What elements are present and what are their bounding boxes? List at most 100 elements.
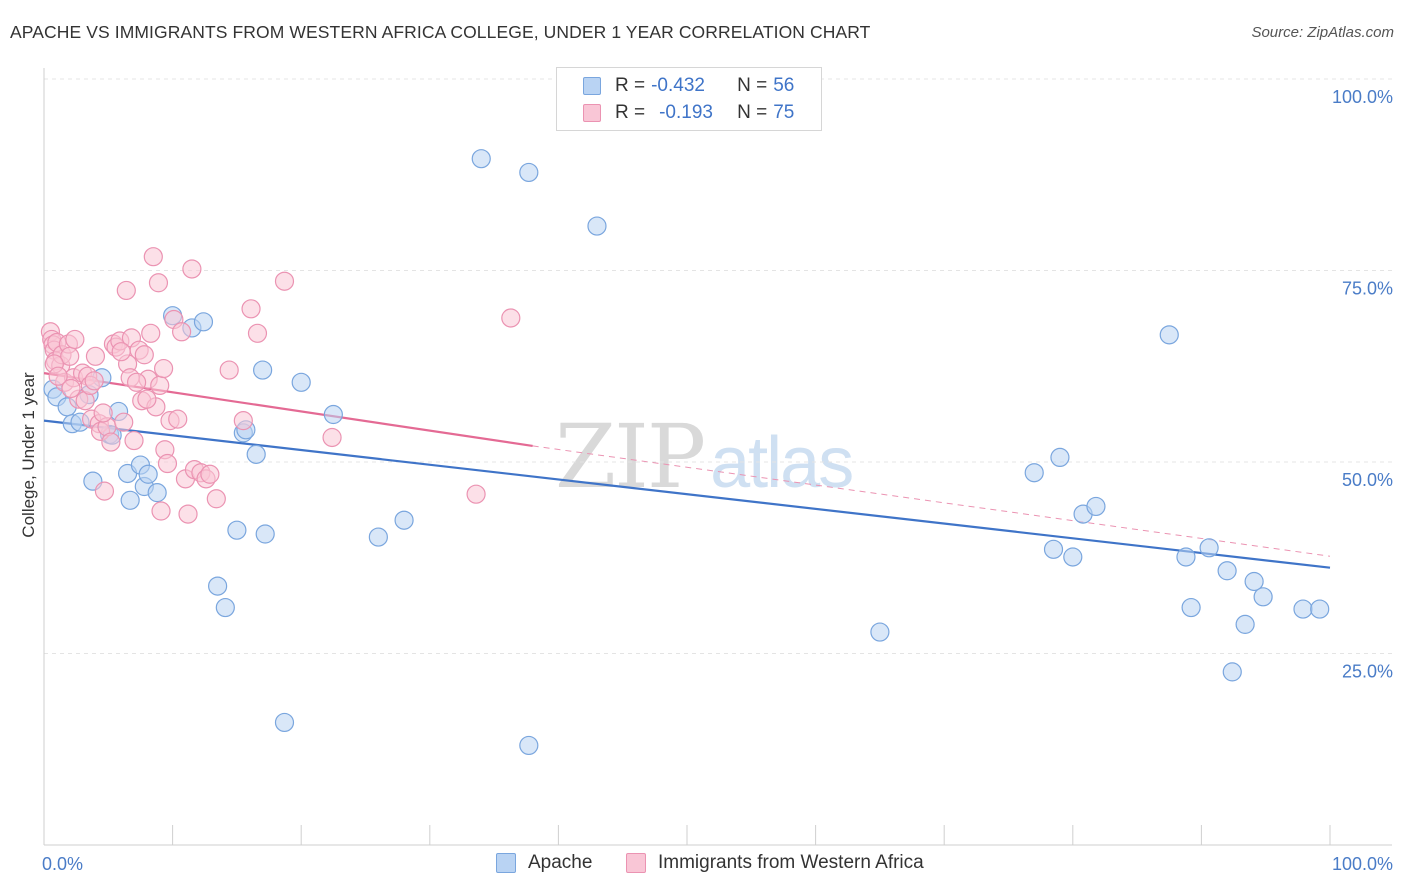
point-immigrants (153, 358, 174, 379)
point-immigrants (247, 323, 268, 343)
point-immigrants (241, 299, 261, 319)
point-apache (1176, 547, 1196, 567)
point-immigrants (148, 273, 169, 293)
point-immigrants (137, 389, 157, 409)
point-apache (368, 527, 388, 547)
series-legend-immigrants[interactable]: Immigrants from Western Africa (626, 852, 924, 874)
series-immigrants (40, 247, 521, 524)
point-immigrants (172, 322, 192, 342)
point-immigrants (143, 247, 163, 267)
point-immigrants (85, 346, 106, 366)
watermark: ZIPatlas (555, 405, 854, 508)
watermark-atlas: atlas (710, 423, 854, 503)
point-apache (1043, 539, 1064, 559)
point-immigrants (61, 378, 81, 399)
point-immigrants (101, 432, 121, 452)
point-apache (1244, 571, 1264, 592)
point-immigrants (178, 504, 198, 524)
point-apache (870, 622, 890, 642)
point-apache (1222, 662, 1242, 682)
point-immigrants (126, 372, 147, 392)
correlation-legend: R = -0.432 N = 56 R = -0.193 N = 75 (556, 67, 822, 131)
point-apache (255, 524, 275, 544)
series-apache (43, 149, 1330, 756)
axes (43, 68, 1392, 846)
legend-r-value: -0.193 (659, 102, 713, 123)
point-immigrants (219, 360, 239, 380)
point-immigrants (93, 403, 113, 423)
chart-title: APACHE VS IMMIGRANTS FROM WESTERN AFRICA… (10, 22, 871, 42)
point-immigrants (322, 427, 342, 448)
y-tick-label: 100.0% (1332, 87, 1393, 107)
point-apache (208, 576, 228, 596)
x-tick-label: 0.0% (42, 854, 83, 874)
point-apache (138, 464, 158, 484)
legend-n-value: 75 (773, 102, 795, 123)
legend-r-label: R = (615, 102, 646, 123)
legend-r-value: -0.432 (651, 75, 705, 96)
point-apache (587, 216, 607, 236)
point-immigrants (157, 453, 178, 474)
point-apache (1310, 599, 1330, 619)
point-immigrants (274, 271, 295, 291)
series-legend: Apache Immigrants from Western Africa (0, 852, 1406, 878)
point-immigrants (150, 375, 170, 395)
point-apache (394, 510, 414, 530)
point-immigrants (151, 501, 171, 521)
series-label-apache: Apache (528, 852, 593, 873)
point-immigrants (94, 481, 115, 501)
point-apache (1293, 599, 1313, 619)
y-tick-label: 25.0% (1342, 662, 1393, 682)
gridlines (44, 78, 1392, 654)
x-tick-label: 100.0% (1332, 854, 1393, 874)
point-apache (1253, 587, 1273, 607)
series-label-immigrants: Immigrants from Western Africa (658, 852, 924, 873)
trend-line-immigrants-extension (532, 445, 1331, 557)
point-apache (519, 162, 539, 183)
tick-labels: 25.0% 50.0% 75.0% 100.0% 0.0% 100.0% (42, 87, 1393, 874)
point-apache (193, 312, 214, 332)
trend-line-apache (43, 419, 1331, 569)
legend-swatch-immigrants (583, 104, 601, 122)
legend-r-label: R = (615, 75, 646, 96)
legend-swatch-apache (583, 77, 601, 95)
y-axis-label: College, Under 1 year (19, 372, 38, 538)
point-apache (323, 404, 343, 425)
point-immigrants (124, 430, 144, 451)
point-apache (1063, 547, 1083, 567)
point-immigrants (114, 412, 134, 432)
point-apache (1050, 447, 1070, 468)
point-immigrants (200, 464, 220, 484)
point-apache (147, 483, 167, 503)
series-legend-apache[interactable]: Apache (496, 852, 592, 874)
point-apache (1181, 597, 1201, 618)
source-label: Source: ZipAtlas.com (1251, 24, 1394, 41)
legend-row-apache: R = -0.432 N = 56 (583, 73, 794, 99)
point-immigrants (466, 484, 486, 504)
point-immigrants (206, 489, 226, 509)
legend-n-value: 56 (773, 75, 795, 96)
point-immigrants (134, 345, 154, 365)
series-swatch-apache (496, 853, 516, 873)
point-apache (274, 712, 295, 733)
y-tick-label: 75.0% (1342, 279, 1393, 299)
point-apache (1199, 538, 1219, 558)
watermark-zip: ZIP (555, 405, 706, 508)
point-immigrants (233, 411, 253, 431)
point-immigrants (48, 366, 68, 386)
point-apache (1086, 496, 1106, 517)
y-tick-label: 50.0% (1342, 470, 1393, 490)
point-apache (253, 360, 273, 380)
point-apache (1235, 614, 1255, 634)
point-immigrants (84, 371, 104, 391)
point-apache (291, 372, 311, 392)
point-apache (471, 149, 491, 169)
point-apache (246, 444, 266, 464)
point-immigrants (501, 308, 521, 328)
data-points (40, 149, 1330, 756)
point-apache (1217, 561, 1237, 581)
point-apache (227, 520, 247, 540)
legend-row-immigrants: R = -0.193 N = 75 (583, 100, 794, 126)
legend-n-label: N = (737, 75, 768, 96)
